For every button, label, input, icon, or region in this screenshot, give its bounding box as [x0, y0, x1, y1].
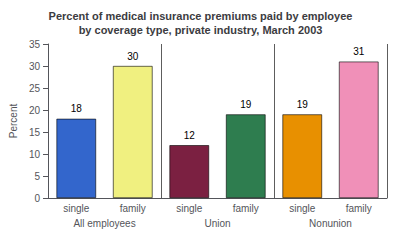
svg-text:25: 25 [29, 83, 41, 94]
svg-text:19: 19 [297, 99, 309, 110]
svg-text:19: 19 [240, 99, 252, 110]
svg-text:family: family [346, 203, 372, 214]
svg-text:35: 35 [29, 39, 41, 50]
svg-text:single: single [176, 203, 203, 214]
svg-text:30: 30 [29, 61, 41, 72]
svg-text:30: 30 [127, 51, 139, 62]
svg-text:5: 5 [34, 171, 40, 182]
svg-text:single: single [289, 203, 316, 214]
svg-text:Nonunion: Nonunion [309, 218, 352, 229]
svg-text:12: 12 [184, 130, 196, 141]
svg-text:by coverage type, private indu: by coverage type, private industry, Marc… [79, 24, 323, 36]
svg-text:Percent: Percent [8, 104, 19, 139]
svg-text:family: family [120, 203, 146, 214]
svg-text:0: 0 [34, 193, 40, 204]
svg-text:18: 18 [71, 103, 83, 114]
svg-text:family: family [233, 203, 259, 214]
svg-text:20: 20 [29, 105, 41, 116]
svg-text:31: 31 [353, 46, 365, 57]
svg-text:All employees: All employees [73, 218, 135, 229]
svg-text:10: 10 [29, 149, 41, 160]
svg-text:Union: Union [204, 218, 230, 229]
svg-text:15: 15 [29, 127, 41, 138]
svg-text:Percent of medical insurance p: Percent of medical insurance premiums pa… [49, 10, 353, 22]
svg-text:single: single [63, 203, 90, 214]
